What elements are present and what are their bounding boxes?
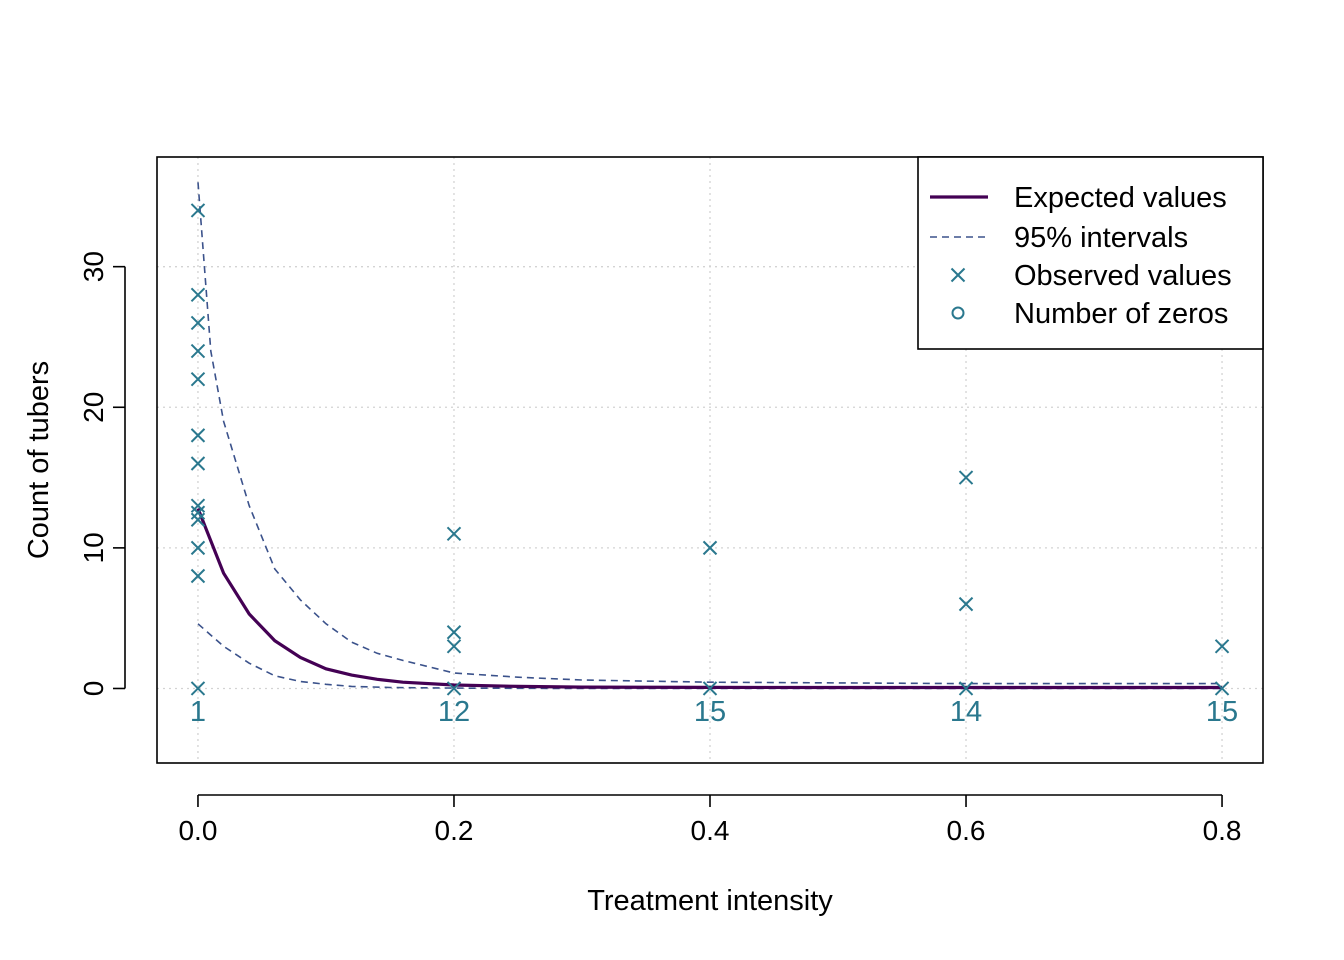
observed-point-13 — [446, 526, 462, 542]
observed-point-6 — [190, 456, 206, 471]
legend-label-observed: Observed values — [1014, 260, 1232, 292]
observed-point-1 — [190, 287, 206, 302]
observed-point-22-stroke-b — [1214, 639, 1230, 654]
legend-observed-symbol — [950, 267, 966, 283]
observed-point-4-stroke-b — [190, 371, 206, 387]
y-axis-title: Count of tubers — [23, 361, 55, 559]
x-tick-label-3: 0.6 — [947, 815, 986, 846]
observed-point-6-stroke-b — [190, 456, 206, 471]
observed-point-10-stroke-b — [190, 568, 206, 584]
observed-point-0-stroke-b — [190, 203, 206, 218]
plot-frame — [156, 156, 1264, 764]
zero-count-label-0: 1 — [190, 696, 206, 728]
observed-point-19-stroke-b — [958, 470, 974, 485]
observed-point-15-stroke-b — [446, 639, 462, 654]
legend-label-intervals: 95% intervals — [1014, 222, 1188, 254]
observed-point-16 — [446, 681, 462, 696]
observed-point-8-stroke-b — [190, 512, 206, 527]
observed-point-11-stroke-b — [190, 681, 206, 696]
observed-point-13-stroke-b — [446, 526, 462, 542]
x-tick-label-1: 0.2 — [435, 815, 474, 846]
observed-point-23 — [1214, 681, 1230, 696]
observed-point-16-stroke-b — [446, 681, 462, 696]
observed-point-8 — [190, 512, 206, 527]
zero-count-label-2: 15 — [694, 696, 726, 728]
observed-point-17-stroke-b — [702, 540, 718, 556]
observed-point-12-stroke-b — [190, 505, 206, 520]
expected-layer — [196, 507, 1222, 690]
zero-counts-layer: 1 12 15 14 15 — [190, 696, 1238, 728]
x-axis-title: Treatment intensity — [587, 885, 833, 917]
observed-point-20 — [958, 596, 974, 612]
zero-count-label-1: 12 — [438, 696, 470, 728]
observed-point-9-stroke-b — [190, 540, 206, 556]
observed-point-14-stroke-b — [446, 625, 462, 640]
x-tick-label-4: 0.8 — [1203, 815, 1242, 846]
observed-point-17 — [702, 540, 718, 556]
y-tick-label-0: 0 — [78, 681, 109, 697]
observed-point-2 — [190, 315, 206, 331]
observed-point-15 — [446, 639, 462, 654]
observed-point-20-stroke-b — [958, 596, 974, 612]
x-tick-label-0: 0.0 — [178, 815, 217, 846]
legend-box — [917, 156, 1264, 350]
observed-point-3-stroke-b — [190, 343, 206, 359]
observed-point-7 — [190, 498, 206, 513]
observed-point-18 — [702, 681, 718, 696]
observed-point-21-stroke-b — [958, 681, 974, 696]
observed-point-19 — [958, 470, 974, 485]
observed-point-3 — [190, 343, 206, 359]
observed-point-18-stroke-b — [702, 681, 718, 696]
expected-values-line — [196, 507, 1222, 690]
observed-point-12 — [190, 505, 206, 520]
observed-point-21 — [958, 681, 974, 696]
legend-label-expected: Expected values — [1014, 182, 1227, 214]
observed-point-22 — [1214, 639, 1230, 654]
zero-count-label-4: 15 — [1206, 696, 1238, 728]
observed-point-11 — [190, 681, 206, 696]
legend: Expected values 95% intervals Observed v… — [917, 156, 1264, 350]
observed-point-1-stroke-b — [190, 287, 206, 302]
observed-point-0 — [190, 203, 206, 218]
observed-point-2-stroke-b — [190, 315, 206, 331]
interval-line-1 — [197, 182, 1222, 685]
observed-point-5 — [190, 428, 206, 443]
y-tick-label-1: 10 — [78, 532, 109, 563]
observed-point-7-stroke-b — [190, 498, 206, 513]
observed-point-10 — [190, 568, 206, 584]
legend-zeros-symbol — [951, 306, 965, 320]
observed-point-9 — [190, 540, 206, 556]
observed-points-layer — [190, 203, 1230, 696]
y-tick-label-3: 30 — [78, 251, 109, 282]
observed-point-23-stroke-b — [1214, 681, 1230, 696]
y-tick-label-2: 20 — [78, 392, 109, 423]
legend-label-zeros: Number of zeros — [1014, 298, 1228, 330]
zero-count-label-3: 14 — [950, 696, 982, 728]
legend-cross-stroke-b — [950, 267, 966, 283]
x-tick-label-2: 0.4 — [691, 815, 730, 846]
observed-point-5-stroke-b — [190, 428, 206, 443]
axis-layer: 0.0 0.2 0.4 0.6 0.8 0 10 20 30 — [78, 251, 1242, 846]
observed-point-4 — [190, 371, 206, 387]
observed-point-14 — [446, 625, 462, 640]
